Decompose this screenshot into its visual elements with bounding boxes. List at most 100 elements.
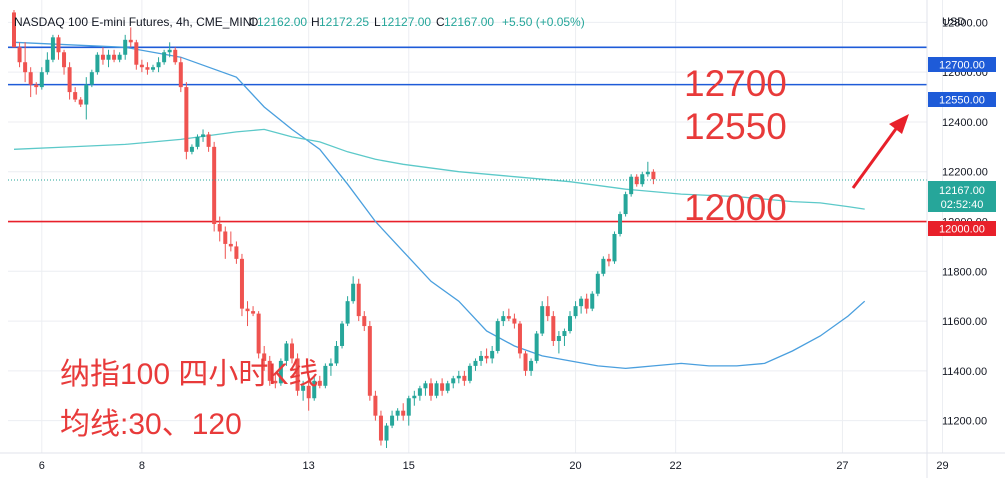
- high-value: 12172.25: [319, 15, 369, 29]
- candle: [117, 52, 122, 63]
- candle: [556, 331, 561, 354]
- annotation-12550: 12550: [684, 106, 787, 147]
- candle: [384, 423, 389, 449]
- x-tick-label: 13: [303, 460, 315, 472]
- candle-body: [562, 331, 567, 337]
- open-label: O: [249, 15, 258, 29]
- candle-body: [267, 360, 272, 381]
- x-tick-label: 20: [569, 460, 581, 472]
- time-axis[interactable]: 6 8 13 15 20 22 27 29: [39, 460, 949, 472]
- candle: [401, 403, 406, 421]
- candle: [123, 34, 128, 60]
- candle: [456, 370, 461, 384]
- candle: [479, 350, 484, 366]
- candle-body: [623, 194, 628, 215]
- candle: [595, 271, 600, 297]
- candle: [351, 276, 356, 304]
- candle-body: [12, 12, 16, 48]
- arrow-head: [889, 114, 909, 134]
- candle: [89, 69, 94, 88]
- candle: [167, 42, 172, 58]
- candle: [517, 321, 522, 359]
- candle: [423, 380, 428, 396]
- candle-body: [184, 87, 189, 152]
- candle: [23, 42, 28, 83]
- candle: [645, 161, 650, 177]
- low-value: 12127.00: [381, 15, 431, 29]
- candle-body: [201, 134, 206, 137]
- candle-body: [606, 258, 611, 262]
- candle-body: [39, 72, 44, 88]
- candle-body: [34, 84, 39, 88]
- candle: [367, 321, 372, 401]
- candle-body: [50, 37, 55, 60]
- candle: [256, 311, 261, 359]
- candle: [584, 293, 589, 314]
- candle-body: [278, 360, 283, 384]
- candle: [78, 97, 83, 108]
- high-label: H: [311, 15, 320, 29]
- candle: [73, 87, 78, 103]
- candle-body: [545, 306, 550, 317]
- candle-body: [234, 246, 239, 259]
- candle: [579, 296, 584, 314]
- candle-body: [517, 323, 522, 354]
- x-tick-label: 27: [836, 460, 848, 472]
- badge-12000: 12000.00: [939, 224, 985, 236]
- badge-12700-bg: [928, 57, 996, 72]
- candle-body: [401, 410, 406, 416]
- candle-body: [523, 353, 528, 371]
- candle: [412, 390, 417, 406]
- candle: [323, 363, 328, 389]
- candle-body: [467, 365, 472, 381]
- candle-body: [145, 67, 150, 70]
- candle: [540, 301, 545, 337]
- candle-body: [490, 350, 495, 359]
- candle: [390, 410, 395, 429]
- candle-body: [56, 37, 61, 53]
- candle-body: [451, 378, 456, 384]
- candle-body: [290, 343, 294, 359]
- badge-12700: 12700.00: [939, 60, 985, 72]
- currency-label: USD: [942, 16, 965, 28]
- candle: [84, 77, 89, 120]
- candle: [239, 253, 244, 317]
- candle-body: [178, 62, 183, 88]
- candle-body: [334, 345, 339, 364]
- candle-body: [423, 383, 428, 389]
- candle: [440, 378, 445, 396]
- candle: [151, 64, 155, 73]
- candle-body: [139, 64, 144, 68]
- candle-body: [479, 355, 484, 361]
- candle-body: [306, 385, 311, 399]
- horizontal-levels: [8, 46, 927, 223]
- candle: [534, 331, 539, 364]
- candle-body: [239, 258, 244, 309]
- annotation-12000: 12000: [684, 187, 787, 228]
- candle-body: [212, 146, 217, 225]
- candle-body: [590, 293, 595, 309]
- candle: [612, 231, 617, 264]
- x-tick-label: 15: [403, 460, 415, 472]
- candle-body: [256, 313, 261, 354]
- candle: [28, 67, 33, 98]
- candle-body: [445, 383, 450, 391]
- candle: [234, 241, 239, 264]
- candle-body: [618, 214, 623, 234]
- x-tick-label: 22: [670, 460, 682, 472]
- candle-body: [484, 355, 489, 359]
- annotation-12700: 12700: [684, 63, 787, 104]
- candle: [340, 321, 345, 349]
- candle: [34, 82, 39, 95]
- candle-body: [495, 321, 500, 351]
- candle: [162, 49, 167, 65]
- candle: [606, 253, 611, 267]
- candle: [562, 328, 567, 346]
- candle-body: [406, 398, 411, 416]
- y-tick-label: 11400.00: [942, 366, 987, 378]
- candle: [100, 47, 105, 65]
- candle: [212, 141, 217, 232]
- close-value: 12167.00: [444, 15, 494, 29]
